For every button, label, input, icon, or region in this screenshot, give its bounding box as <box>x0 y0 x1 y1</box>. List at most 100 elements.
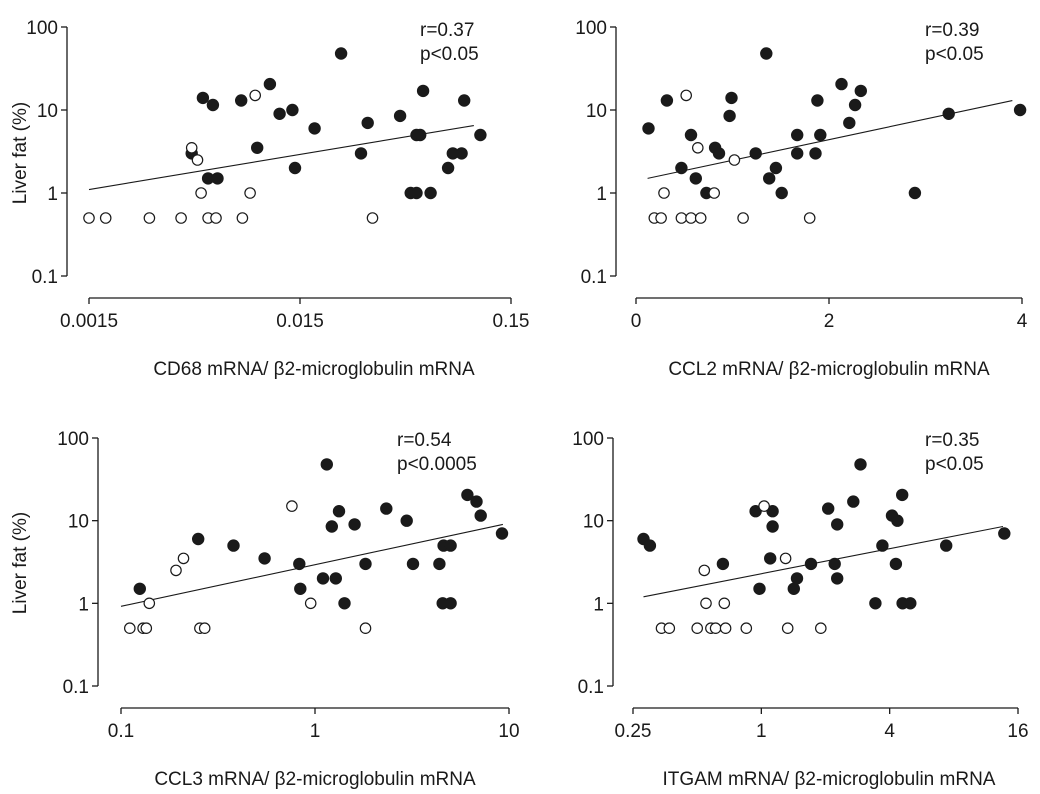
y-tick-label: 100 <box>26 18 58 39</box>
data-point-open <box>698 564 711 577</box>
data-point-filled <box>133 582 146 596</box>
annotation-r-value: r=0.39 <box>925 20 979 41</box>
data-point-filled <box>424 186 437 200</box>
annotation-r-value: r=0.35 <box>925 430 979 451</box>
data-point-open <box>719 622 732 634</box>
data-point-open <box>691 142 704 154</box>
data-point-filled <box>400 514 413 527</box>
data-point-filled <box>790 572 804 585</box>
data-point-open <box>779 552 792 565</box>
data-point-filled <box>689 172 703 185</box>
data-point-open <box>728 154 741 166</box>
data-point-open <box>249 89 261 102</box>
y-tick-label: 1 <box>47 184 58 205</box>
y-tick-label: 100 <box>57 429 89 450</box>
data-point-filled <box>458 94 471 107</box>
x-tick-label: 0.0015 <box>60 311 118 332</box>
data-point-filled <box>723 109 736 123</box>
data-point-open <box>99 212 112 224</box>
data-point-filled <box>359 557 372 571</box>
data-point-filled <box>763 172 776 185</box>
y-tick-label: 10 <box>68 512 89 533</box>
annotation-p-value: p<0.05 <box>925 44 984 65</box>
data-point-open <box>244 187 256 199</box>
annotation-r-value: r=0.37 <box>420 20 474 41</box>
data-point-filled <box>320 458 333 471</box>
y-tick-label: 1 <box>596 184 607 205</box>
x-tick-label: 10 <box>498 721 519 742</box>
data-points <box>637 458 1011 634</box>
data-point-open <box>675 212 688 224</box>
data-point-filled <box>811 94 824 107</box>
data-point-filled <box>766 520 779 533</box>
data-point-filled <box>470 495 483 508</box>
annotation-r-value: r=0.54 <box>397 430 452 451</box>
x-axis-title: CD68 mRNA/ β2-microglobulin mRNA <box>153 359 475 380</box>
data-point-open <box>663 622 676 634</box>
data-point-filled <box>712 147 726 160</box>
data-point-filled <box>896 488 909 502</box>
data-point-filled <box>822 502 835 515</box>
data-point-open <box>655 212 667 224</box>
data-point-filled <box>940 539 953 552</box>
axis-ticks: 0.1 1 10 100 0.25 1 4 16 <box>572 429 1028 742</box>
y-tick-label: 100 <box>575 18 607 39</box>
data-point-filled <box>725 91 738 105</box>
y-tick-label: 1 <box>593 594 604 615</box>
data-point-filled <box>766 505 779 518</box>
data-point-filled <box>642 122 655 135</box>
data-point-open <box>304 597 317 610</box>
data-point-filled <box>258 552 271 565</box>
axis-ticks: 0.1 1 10 100 0.0015 0.015 0.15 <box>26 18 529 332</box>
data-point-filled <box>380 502 393 515</box>
regression-line <box>643 525 1004 598</box>
data-point-open <box>718 597 731 610</box>
data-point-filled <box>760 47 773 60</box>
annotation-p-value: p<0.05 <box>925 454 984 475</box>
data-point-filled <box>942 107 955 121</box>
data-point-filled <box>869 597 882 610</box>
y-axis-title: Liver fat (%) <box>10 102 31 204</box>
data-point-filled <box>814 128 827 142</box>
data-point-filled <box>234 94 248 107</box>
data-point-filled <box>416 84 430 98</box>
x-tick-label: 0.15 <box>493 311 530 332</box>
data-point-open <box>124 622 136 634</box>
data-point-filled <box>325 520 338 533</box>
x-tick-label: 0.1 <box>108 721 134 742</box>
data-point-open <box>191 154 204 166</box>
ccl2-scatter-panel: CCL2 mRNA/ β2-microglobulin mRNA r=0.39 … <box>575 18 1027 380</box>
data-point-filled <box>804 557 818 571</box>
data-point-filled <box>908 186 922 200</box>
x-tick-label: 0.015 <box>276 311 324 332</box>
data-point-filled <box>329 572 342 585</box>
regression-line <box>120 523 504 607</box>
data-point-open <box>740 622 753 634</box>
data-point-open <box>803 212 816 224</box>
data-point-filled <box>891 514 904 527</box>
data-points <box>120 458 509 634</box>
data-point-open <box>708 187 720 199</box>
data-point-filled <box>835 77 848 91</box>
data-point-filled <box>831 518 844 531</box>
x-tick-label: 4 <box>884 721 895 742</box>
x-tick-label: 0 <box>631 311 642 332</box>
data-point-open <box>691 622 703 634</box>
data-point-filled <box>273 107 286 121</box>
y-tick-label: 100 <box>572 429 604 450</box>
data-point-filled <box>410 186 423 200</box>
data-point-filled <box>889 557 903 571</box>
x-axis-title: CCL2 mRNA/ β2-microglobulin mRNA <box>668 359 990 380</box>
data-point-filled <box>334 47 348 60</box>
data-point-filled <box>775 186 788 200</box>
data-point-open <box>236 212 249 224</box>
axis-ticks: 0.1 1 10 100 0 2 4 <box>575 18 1027 332</box>
data-point-filled <box>444 539 457 552</box>
x-tick-label: 2 <box>824 311 835 332</box>
data-point-filled <box>338 597 351 610</box>
data-point-filled <box>848 98 862 112</box>
data-point-filled <box>251 141 264 154</box>
data-point-open <box>658 187 670 199</box>
y-tick-label: 10 <box>586 101 607 122</box>
x-tick-label: 4 <box>1017 311 1028 332</box>
